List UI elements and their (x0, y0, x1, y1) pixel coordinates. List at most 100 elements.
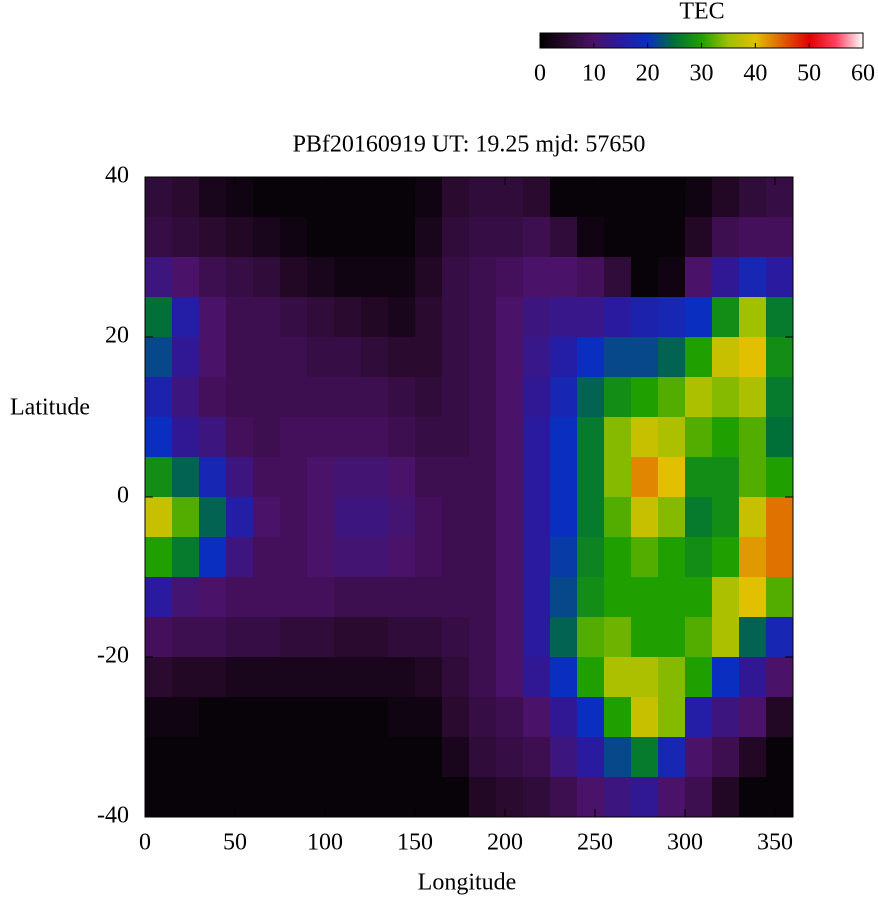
heatmap-cell (577, 417, 605, 458)
heatmap-cell (469, 777, 497, 818)
heatmap-cell (415, 737, 443, 778)
heatmap-cell (658, 217, 686, 258)
heatmap-cell (145, 697, 173, 738)
heatmap-cell (550, 177, 578, 218)
heatmap-cell (280, 577, 308, 618)
heatmap-cell (415, 577, 443, 618)
heatmap-cell (172, 257, 200, 298)
heatmap-cell (145, 417, 173, 458)
heatmap-cell (604, 297, 632, 338)
heatmap-cell (685, 377, 713, 418)
heatmap-cell (496, 737, 524, 778)
heatmap-cell (496, 297, 524, 338)
heatmap-cell (199, 737, 227, 778)
heatmap-cell (496, 217, 524, 258)
heatmap-cell (334, 257, 362, 298)
heatmap-cell (766, 617, 794, 658)
heatmap-cell (739, 537, 767, 578)
colorbar-label: TEC (679, 0, 724, 25)
heatmap-cell (334, 497, 362, 538)
heatmap-cell (442, 537, 470, 578)
heatmap-cell (712, 217, 740, 258)
x-tick-label: 50 (223, 830, 247, 856)
heatmap-cell (226, 297, 254, 338)
heatmap-cell (226, 497, 254, 538)
heatmap-cell (631, 217, 659, 258)
heatmap-cell (388, 417, 416, 458)
heatmap-cell (685, 497, 713, 538)
heatmap-cell (253, 337, 281, 378)
heatmap-cell (280, 337, 308, 378)
heatmap-cell (199, 257, 227, 298)
heatmap-cell (253, 617, 281, 658)
heatmap-cell (523, 697, 551, 738)
heatmap-cell (604, 377, 632, 418)
y-tick-label: 0 (117, 483, 129, 509)
heatmap-cell (469, 337, 497, 378)
heatmap-cell (739, 617, 767, 658)
heatmap-cell (685, 737, 713, 778)
heatmap-cell (199, 377, 227, 418)
heatmap-cell (766, 257, 794, 298)
heatmap-cell (307, 617, 335, 658)
heatmap-cell (172, 777, 200, 818)
heatmap-cell (253, 497, 281, 538)
heatmap-cell (361, 417, 389, 458)
heatmap-cell (496, 697, 524, 738)
heatmap-cell (496, 257, 524, 298)
heatmap-cell (361, 217, 389, 258)
colorbar-tick-label: 10 (582, 61, 606, 87)
heatmap-cell (739, 657, 767, 698)
heatmap-cell (280, 457, 308, 498)
x-axis-label: Longitude (418, 870, 517, 896)
heatmap-cell (361, 497, 389, 538)
heatmap-cell (226, 617, 254, 658)
x-tick-label: 0 (139, 830, 151, 856)
heatmap-cell (739, 297, 767, 338)
heatmap-cell (631, 257, 659, 298)
heatmap-cell (415, 777, 443, 818)
heatmap-cell (226, 697, 254, 738)
heatmap-cell (604, 737, 632, 778)
heatmap-cell (253, 177, 281, 218)
heatmap-cell (280, 737, 308, 778)
heatmap-cell (631, 617, 659, 658)
heatmap-cell (685, 697, 713, 738)
heatmap-cell (415, 617, 443, 658)
heatmap-cell (469, 457, 497, 498)
heatmap-cell (415, 337, 443, 378)
heatmap-cell (496, 617, 524, 658)
heatmap-cell (280, 617, 308, 658)
heatmap-cell (577, 617, 605, 658)
heatmap-cell (658, 297, 686, 338)
heatmap-cell (469, 617, 497, 658)
heatmap-cell (550, 697, 578, 738)
heatmap-cell (604, 217, 632, 258)
heatmap-cell (496, 537, 524, 578)
heatmap-cell (577, 257, 605, 298)
x-tick-label: 300 (667, 830, 703, 856)
heatmap-cell (496, 657, 524, 698)
heatmap-cell (523, 217, 551, 258)
heatmap-cell (658, 577, 686, 618)
heatmap-cell (523, 177, 551, 218)
heatmap-cell (739, 177, 767, 218)
x-tick-label: 200 (487, 830, 523, 856)
heatmap-cell (361, 537, 389, 578)
heatmap-cell (496, 497, 524, 538)
heatmap-cell (334, 697, 362, 738)
heatmap-cell (658, 657, 686, 698)
heatmap-cell (685, 577, 713, 618)
heatmap-cell (334, 377, 362, 418)
heatmap-cell (469, 657, 497, 698)
heatmap-cell (442, 777, 470, 818)
heatmap-cell (145, 657, 173, 698)
heatmap-cell (361, 617, 389, 658)
heatmap-cell (658, 537, 686, 578)
heatmap-cell (388, 777, 416, 818)
heatmap-cell (523, 657, 551, 698)
heatmap-cell (172, 657, 200, 698)
heatmap-cell (334, 417, 362, 458)
heatmap-cell (469, 697, 497, 738)
heatmap-cell (442, 417, 470, 458)
